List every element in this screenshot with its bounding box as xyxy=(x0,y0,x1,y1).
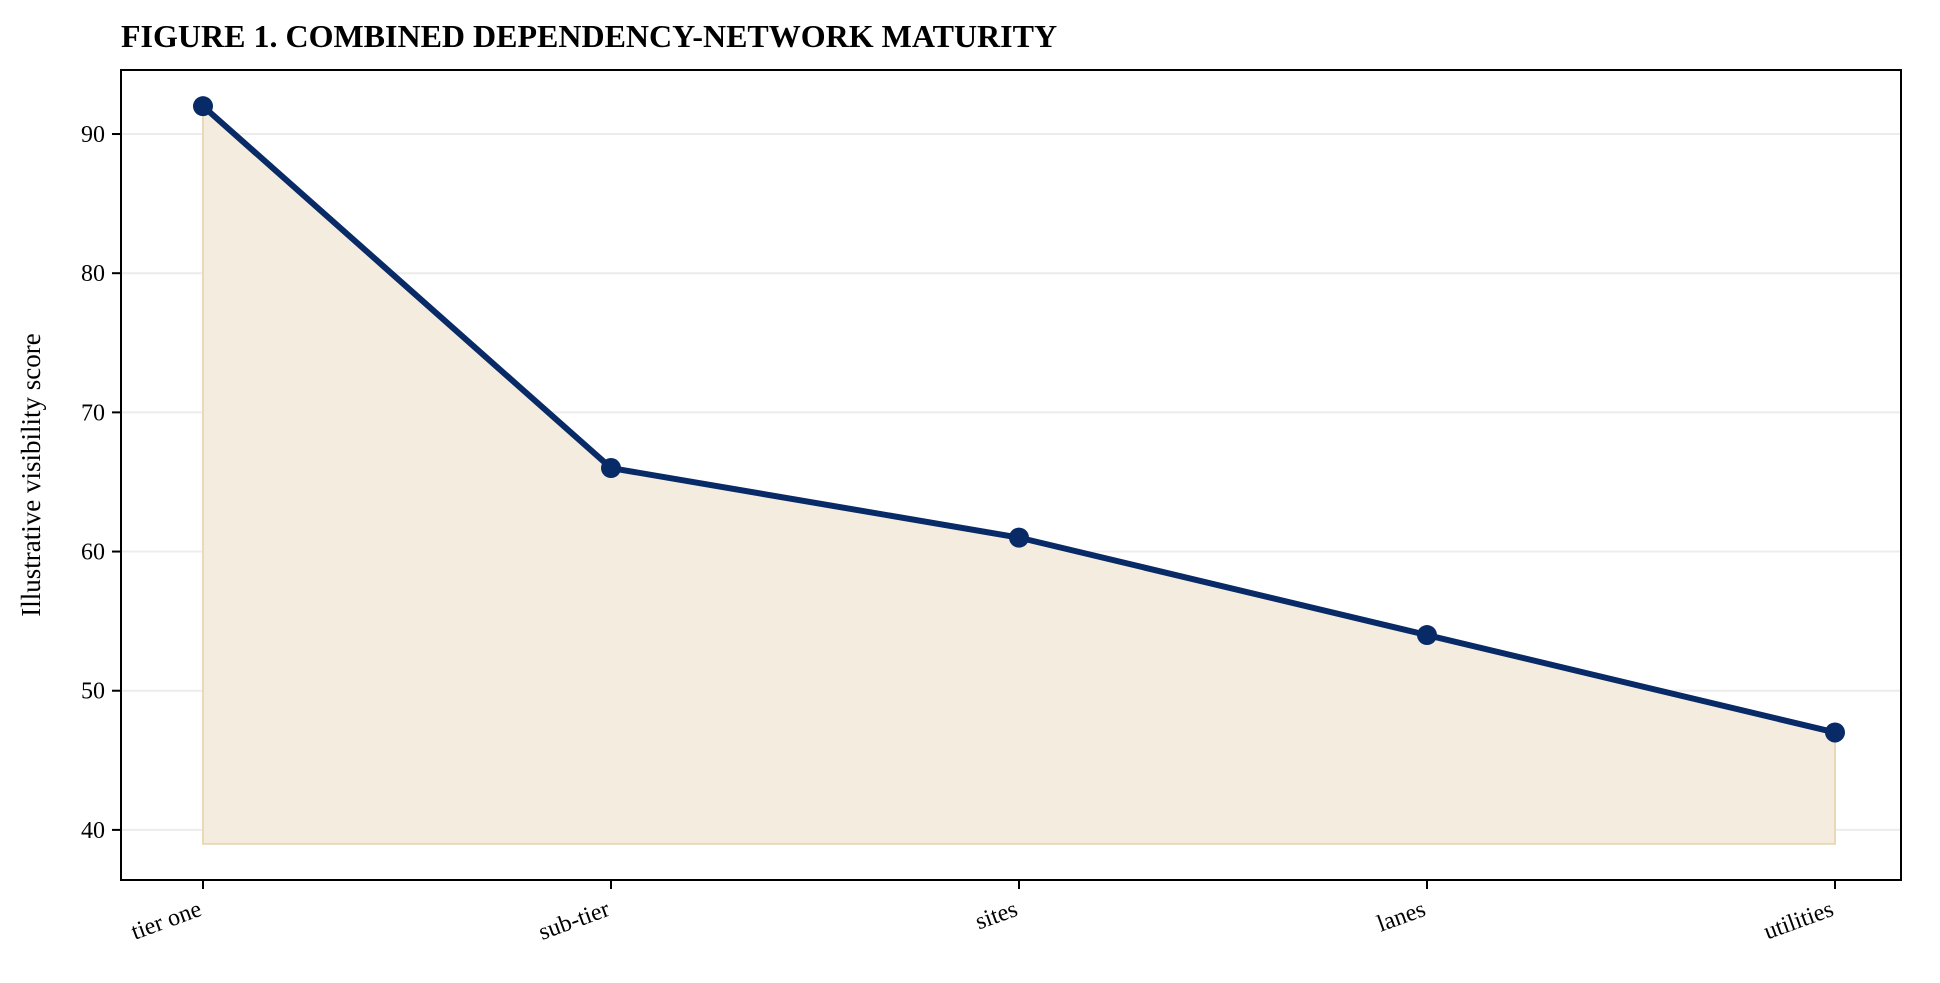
x-tick-label-sub-tier: sub-tier xyxy=(535,896,613,946)
x-axis-ticks: tier one sub-tier sites lanes utilities xyxy=(128,880,1837,946)
chart-title: FIGURE 1. COMBINED DEPENDENCY-NETWORK MA… xyxy=(121,18,1058,54)
y-tick-label-70: 70 xyxy=(81,400,105,426)
data-point-tier-one xyxy=(193,96,213,117)
series-markers xyxy=(193,96,1845,743)
area-fill xyxy=(202,103,1836,845)
y-tick-label-60: 60 xyxy=(81,540,105,566)
data-point-sub-tier xyxy=(601,458,621,479)
y-axis-ticks: 40 50 60 70 80 90 xyxy=(81,122,121,844)
plot-frame xyxy=(120,69,1902,881)
x-tick-label-lanes: lanes xyxy=(1374,896,1429,937)
y-axis-label: Illustrative visibility score xyxy=(16,333,46,616)
data-point-sites xyxy=(1009,527,1029,548)
y-tick-label-80: 80 xyxy=(81,261,105,287)
y-tick-label-50: 50 xyxy=(81,679,105,705)
data-point-utilities xyxy=(1825,722,1845,743)
area-fill-region xyxy=(202,103,1836,845)
x-tick-label-tier-one: tier one xyxy=(128,896,205,945)
data-point-lanes xyxy=(1417,625,1437,646)
y-tick-label-90: 90 xyxy=(81,122,105,148)
y-tick-label-40: 40 xyxy=(81,818,105,844)
x-tick-label-sites: sites xyxy=(972,896,1021,935)
x-tick-label-utilities: utilities xyxy=(1761,896,1838,945)
